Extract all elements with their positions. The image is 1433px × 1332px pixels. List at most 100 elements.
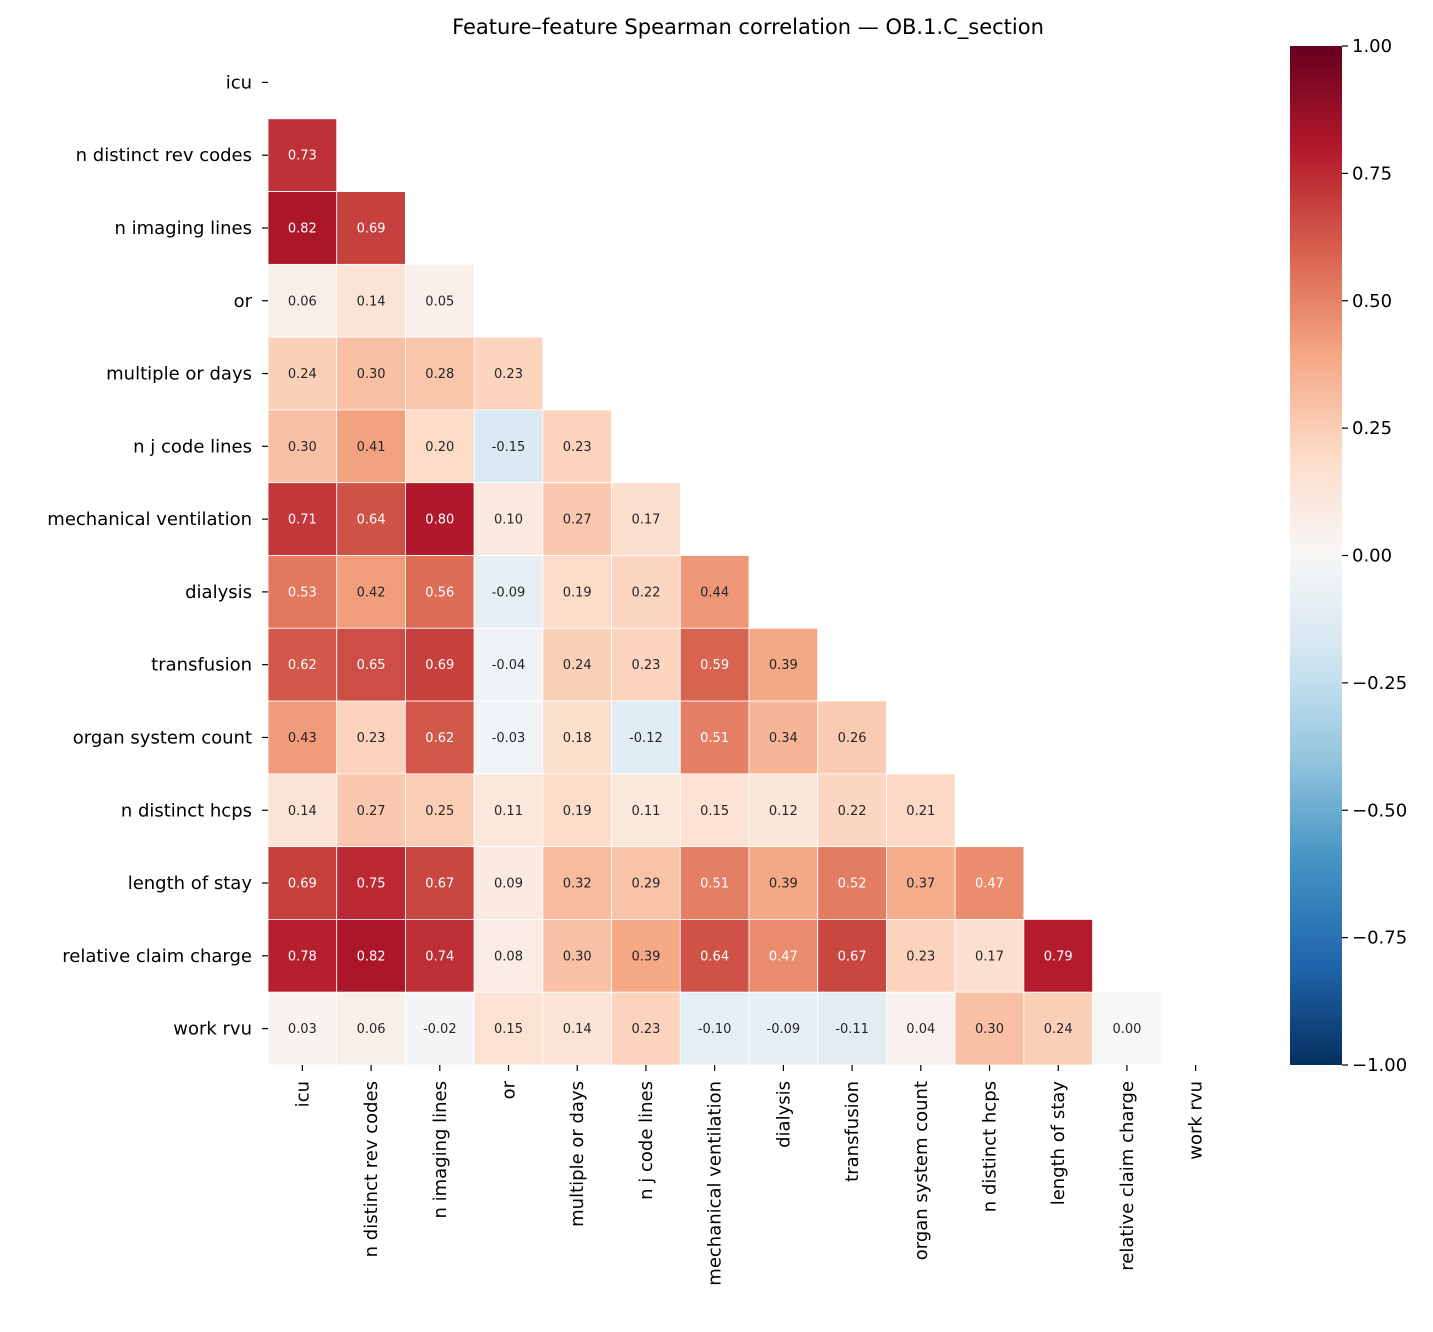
cell-value-label: 0.37 — [906, 877, 935, 892]
cell-value-label: 0.39 — [631, 949, 660, 964]
heatmap-cell — [267, 700, 338, 775]
cell-value-label: 0.69 — [425, 658, 454, 673]
cell-value-label: -0.10 — [698, 1022, 732, 1037]
x-tick-label: n imaging lines — [430, 1081, 451, 1219]
heatmap-cell — [886, 991, 956, 1066]
heatmap-cell — [473, 991, 544, 1066]
colorbar-tick-label: 0.25 — [1352, 418, 1392, 439]
cell-value-label: 0.20 — [425, 440, 454, 455]
cell-value-label: -0.09 — [767, 1022, 801, 1037]
heatmap-cell — [336, 336, 406, 411]
cell-value-label: 0.69 — [288, 877, 317, 892]
y-tick-label: dialysis — [185, 582, 252, 603]
heatmap-cell — [817, 846, 887, 920]
cell-value-label: 0.23 — [906, 949, 935, 964]
cell-value-label: 0.27 — [357, 804, 386, 819]
heatmap-cell — [748, 773, 819, 848]
colorbar-tick-label: 0.75 — [1352, 163, 1392, 184]
x-tick-label: icu — [292, 1081, 313, 1107]
cell-value-label: 0.24 — [288, 367, 317, 382]
heatmap-cell — [473, 919, 544, 993]
heatmap-cell — [405, 773, 475, 848]
cell-value-label: 0.15 — [700, 804, 729, 819]
cell-value-label: 0.27 — [563, 513, 592, 528]
colorbar-tick-label: −1.00 — [1352, 1055, 1407, 1076]
cell-value-label: 0.05 — [425, 294, 454, 309]
cell-value-label: 0.23 — [631, 658, 660, 673]
cell-value-label: 0.75 — [357, 877, 386, 892]
heatmap-cell — [611, 555, 681, 629]
cell-value-label: 0.09 — [494, 877, 523, 892]
cell-value-label: 0.62 — [288, 658, 317, 673]
cell-value-label: 0.22 — [631, 585, 660, 600]
heatmap-cell — [1023, 919, 1093, 993]
cell-value-label: 0.12 — [769, 804, 798, 819]
cell-value-label: 0.18 — [563, 731, 592, 746]
cell-value-label: 0.69 — [357, 221, 386, 236]
heatmap-cell — [473, 555, 544, 629]
heatmap-cell — [405, 919, 475, 993]
cell-value-label: 0.47 — [975, 877, 1004, 892]
heatmap-cell — [611, 991, 681, 1066]
heatmap-cell — [267, 555, 338, 629]
y-tick-label: transfusion — [151, 655, 252, 676]
cell-value-label: 0.19 — [563, 804, 592, 819]
heatmap-cell — [336, 482, 406, 556]
heatmap-cell — [542, 409, 612, 484]
heatmap-cell — [679, 627, 750, 702]
heatmap-cell — [954, 846, 1025, 920]
y-tick-label: relative claim charge — [62, 946, 252, 967]
heatmap-cell — [679, 991, 750, 1066]
cell-value-label: 0.30 — [975, 1022, 1004, 1037]
cell-value-label: -0.12 — [629, 731, 663, 746]
cell-value-label: 0.74 — [425, 949, 454, 964]
heatmap-cell — [748, 991, 819, 1066]
cell-value-label: 0.41 — [357, 440, 386, 455]
chart-title: Feature–feature Spearman correlation — O… — [452, 15, 1044, 40]
x-tick-label: n distinct rev codes — [361, 1081, 382, 1257]
cell-value-label: -0.04 — [492, 658, 526, 673]
heatmap-cell — [473, 336, 544, 411]
cell-value-label: 0.14 — [357, 294, 386, 309]
heatmap-cell — [1092, 991, 1162, 1066]
cell-value-label: 0.79 — [1044, 949, 1073, 964]
cell-value-label: 0.67 — [425, 877, 454, 892]
cell-value-label: 0.65 — [357, 658, 386, 673]
cell-value-label: 0.11 — [494, 804, 523, 819]
cell-value-label: 0.43 — [288, 731, 317, 746]
heatmap-cell — [748, 919, 819, 993]
cell-value-label: 0.51 — [700, 877, 729, 892]
cell-value-label: 0.52 — [838, 877, 867, 892]
cell-value-label: 0.19 — [563, 585, 592, 600]
cell-value-label: 0.32 — [563, 877, 592, 892]
x-tick-label: n distinct hcps — [980, 1081, 1001, 1212]
cell-value-label: 0.44 — [700, 585, 729, 600]
cell-value-label: 0.78 — [288, 949, 317, 964]
y-tick-label: n j code lines — [133, 436, 252, 457]
heatmap-cell — [267, 191, 338, 265]
heatmap-cell — [267, 991, 338, 1066]
cell-value-label: 0.56 — [425, 585, 454, 600]
cell-value-label: 0.23 — [563, 440, 592, 455]
heatmap-cell — [542, 482, 612, 556]
cell-value-label: -0.03 — [492, 731, 526, 746]
cell-value-label: 0.39 — [769, 658, 798, 673]
cell-value-label: 0.59 — [700, 658, 729, 673]
cell-value-label: 0.53 — [288, 585, 317, 600]
cell-value-label: 0.29 — [631, 877, 660, 892]
heatmap-cell — [611, 482, 681, 556]
cell-value-label: 0.34 — [769, 731, 798, 746]
heatmap-cell — [954, 991, 1025, 1066]
colorbar-tick-label: −0.50 — [1352, 800, 1407, 821]
cell-value-label: 0.82 — [357, 949, 386, 964]
y-tick-label: icu — [226, 72, 252, 93]
cell-value-label: 0.21 — [906, 804, 935, 819]
heatmap-cell — [611, 773, 681, 848]
heatmap-cell — [336, 773, 406, 848]
heatmap-cell — [611, 700, 681, 775]
cell-value-label: 0.14 — [288, 804, 317, 819]
cell-value-label: 0.42 — [357, 585, 386, 600]
heatmap-cell — [611, 919, 681, 993]
heatmap-cell — [336, 263, 406, 338]
